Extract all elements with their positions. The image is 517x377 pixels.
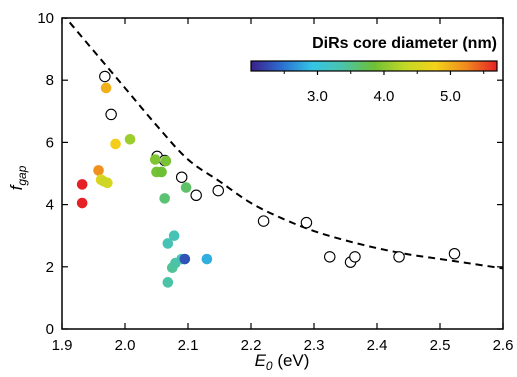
filled-marker <box>162 277 174 288</box>
open-markers <box>99 70 461 268</box>
open-marker <box>190 189 202 202</box>
open-marker <box>175 171 188 183</box>
filled-marker <box>93 165 104 176</box>
colorbar-title: DiRs core diameter (nm) <box>312 35 497 52</box>
colorbar-ticks: 3.0 4.0 5.0 <box>283 71 485 105</box>
colorbar-tick-label: 5.0 <box>440 88 461 105</box>
x-tick-label: 2.6 <box>493 337 514 354</box>
y-tick-label: 10 <box>37 10 54 27</box>
open-marker <box>393 251 405 263</box>
y-tick-label: 6 <box>46 134 54 151</box>
filled-marker <box>76 179 88 190</box>
filled-marker <box>180 182 192 193</box>
x-tick-label: 2.0 <box>115 337 136 354</box>
open-marker <box>212 184 224 197</box>
filled-marker <box>168 230 180 241</box>
filled-marker <box>160 155 172 167</box>
open-marker <box>323 251 336 263</box>
y-tick-label: 2 <box>46 259 54 276</box>
open-marker <box>99 70 111 83</box>
x-axis-ticks: 1.9 2.0 2.1 2.2 2.3 2.4 2.5 2.6 <box>52 18 514 354</box>
filled-marker <box>110 138 121 150</box>
colorbar-tick-label: 3.0 <box>307 88 328 105</box>
open-marker <box>448 247 461 260</box>
filled-marker <box>156 166 167 178</box>
y-axis-title: fgap <box>7 165 29 190</box>
x-tick-label: 2.3 <box>304 337 325 354</box>
filled-marker <box>98 175 109 187</box>
filled-marker <box>162 238 174 249</box>
open-marker <box>349 251 361 263</box>
x-tick-label: 2.5 <box>430 337 451 354</box>
y-tick-label: 0 <box>46 321 54 338</box>
x-tick-label: 2.1 <box>178 337 199 354</box>
open-marker <box>105 108 117 121</box>
y-tick-label: 4 <box>46 197 54 214</box>
colorbar-tick-label: 4.0 <box>374 88 395 105</box>
x-axis-title: E0 (eV) <box>255 351 310 373</box>
y-axis-ticks: 0 2 4 6 8 10 <box>37 10 503 338</box>
filled-markers <box>76 82 213 288</box>
x-tick-label: 1.9 <box>52 337 73 354</box>
plot-frame <box>61 17 504 330</box>
filled-marker <box>149 154 161 165</box>
x-tick-label: 2.2 <box>241 337 262 354</box>
open-marker <box>300 216 313 229</box>
open-marker <box>257 215 270 227</box>
filled-marker <box>76 197 88 209</box>
filled-marker <box>124 133 136 145</box>
filled-marker <box>179 253 191 265</box>
filled-marker <box>159 193 170 204</box>
colorbar <box>250 60 498 72</box>
filled-marker <box>100 82 112 94</box>
fit-curve <box>64 18 503 270</box>
y-tick-label: 8 <box>46 72 54 89</box>
x-tick-label: 2.4 <box>367 337 388 354</box>
filled-marker <box>201 253 213 265</box>
